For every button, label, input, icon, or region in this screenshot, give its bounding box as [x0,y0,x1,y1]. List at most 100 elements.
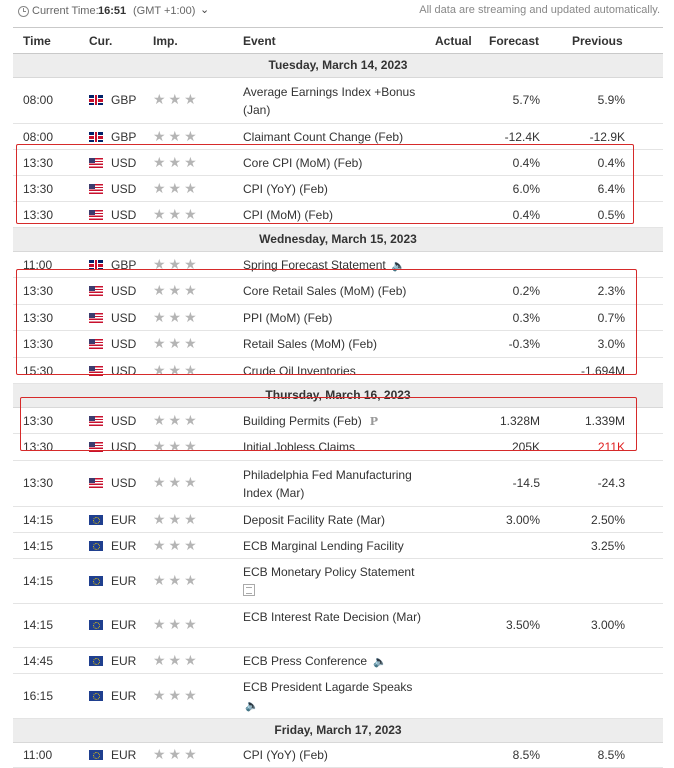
table-row[interactable]: 13:30 USD ★★★ Core CPI (MoM) (Feb) 0.4% … [13,150,663,176]
col-event[interactable]: Event [243,34,276,48]
event-name[interactable]: ECB Interest Rate Decision (Mar) [243,610,422,624]
event-name[interactable]: Building Permits (Feb) [243,414,362,428]
flag-us-icon [89,184,103,194]
table-row[interactable]: 13:30 USD ★★★ CPI (YoY) (Feb) 6.0% 6.4% [13,176,663,202]
event-name[interactable]: CPI (YoY) (Feb) [243,748,328,762]
event-name[interactable]: Core Retail Sales (MoM) (Feb) [243,284,407,298]
flag-us-icon [89,339,103,349]
highlight-box [16,144,634,224]
flag-us-icon [89,478,103,488]
event-name[interactable]: ECB Monetary Policy Statement [243,565,415,579]
event-forecast: 0.4% [512,156,540,170]
table-row[interactable]: 13:30 USD ★★★ PPI (MoM) (Feb) 0.3% 0.7% [13,305,663,331]
event-name[interactable]: Philadelphia Fed Manufacturing Index (Ma… [243,468,412,500]
event-time: 11:00 [23,748,53,762]
col-actual[interactable]: Actual [435,34,472,48]
table-row[interactable]: 14:15 EUR ★★★ ECB Marginal Lending Facil… [13,533,663,559]
event-currency: EUR [111,574,137,588]
flag-us-icon [89,416,103,426]
event-name[interactable]: Deposit Facility Rate (Mar) [243,513,386,527]
col-previous[interactable]: Previous [572,34,623,48]
event-currency: EUR [111,654,137,668]
table-row[interactable]: 16:15 EUR ★★★ ECB President Lagarde Spea… [13,674,663,719]
date-row: Wednesday, March 15, 2023 [13,228,663,252]
table-row[interactable]: 14:15 EUR ★★★ ECB Monetary Policy Statem… [13,559,663,604]
col-importance[interactable]: Imp. [153,34,178,48]
event-forecast: 8.5% [512,748,540,762]
event-currency: EUR [111,513,137,527]
table-row[interactable]: 14:45 EUR ★★★ ECB Press Conference 🔈 [13,648,663,674]
table-row[interactable]: 08:00 GBP ★★★ Average Earnings Index +Bo… [13,78,663,124]
event-forecast: 3.50% [505,618,540,632]
flag-eu-icon [89,750,103,760]
table-row[interactable]: 14:15 EUR ★★★ Deposit Facility Rate (Mar… [13,507,663,533]
bull-star-icon: ★★★ [153,154,200,170]
event-name[interactable]: Retail Sales (MoM) (Feb) [243,337,378,351]
table-row[interactable]: 11:00 EUR ★★★ CPI (YoY) (Feb) 8.5% 8.5% [13,743,663,768]
event-name[interactable]: Claimant Count Change (Feb) [243,130,404,144]
event-name-cell[interactable]: ECB Press Conference 🔈 [243,652,443,671]
table-row[interactable]: 13:30 USD ★★★ Core Retail Sales (MoM) (F… [13,278,663,305]
table-row[interactable]: 08:00 GBP ★★★ Claimant Count Change (Feb… [13,124,663,150]
flag-us-icon [89,313,103,323]
event-previous: 0.4% [597,156,625,170]
event-currency: USD [111,414,137,428]
col-time[interactable]: Time [23,34,51,48]
event-previous: 2.50% [590,513,625,527]
chevron-down-icon[interactable]: ⌄ [200,4,210,16]
event-forecast: 0.4% [512,208,540,222]
table-row[interactable]: 14:15 EUR ★★★ ECB Interest Rate Decision… [13,604,663,648]
flag-eu-icon [89,515,103,525]
table-row[interactable]: 13:30 USD ★★★ Retail Sales (MoM) (Feb) -… [13,331,663,358]
event-name[interactable]: CPI (YoY) (Feb) [243,182,328,196]
event-previous: 3.25% [590,539,625,553]
table-row[interactable]: 13:30 USD ★★★ CPI (MoM) (Feb) 0.4% 0.5% [13,202,663,228]
event-forecast: -14.5 [512,476,540,490]
event-time: 14:15 [23,539,54,553]
flag-us-icon [89,442,103,452]
event-name[interactable]: Spring Forecast Statement [243,258,386,272]
event-name[interactable]: PPI (MoM) (Feb) [243,311,333,325]
col-forecast[interactable]: Forecast [489,34,540,48]
bull-star-icon: ★★★ [153,309,200,325]
flag-eu-icon [89,541,103,551]
event-name-cell[interactable]: ECB Monetary Policy Statement [243,563,428,601]
date-row: Friday, March 17, 2023 [13,719,663,743]
table-row[interactable]: 13:30 USD ★★★ Philadelphia Fed Manufactu… [13,461,663,507]
event-forecast: -12.4K [504,130,540,144]
bull-star-icon: ★★★ [153,91,200,107]
table-row[interactable]: 11:00 GBP ★★★ Spring Forecast Statement 🔈 [13,252,663,278]
event-previous: 3.0% [597,337,625,351]
bull-star-icon: ★★★ [153,687,200,703]
bull-star-icon: ★★★ [153,256,200,272]
event-time: 14:45 [23,654,54,668]
topbar: Current Time: 16:51 (GMT +1:00) ⌄ All da… [0,0,674,26]
event-time: 13:30 [23,156,54,170]
date-row: Thursday, March 16, 2023 [13,384,663,408]
bull-star-icon: ★★★ [153,616,200,632]
bull-star-icon: ★★★ [153,412,200,428]
event-currency: USD [111,311,137,325]
event-time: 13:30 [23,182,54,196]
event-name[interactable]: CPI (MoM) (Feb) [243,208,333,222]
event-currency: GBP [111,93,137,107]
event-currency: GBP [111,130,137,144]
event-name-cell[interactable]: Building Permits (Feb) P [243,412,443,431]
event-time: 14:15 [23,513,54,527]
event-currency: EUR [111,618,137,632]
col-currency[interactable]: Cur. [89,34,113,48]
flag-eu-icon [89,620,103,630]
event-name[interactable]: ECB Press Conference [243,654,368,668]
event-name[interactable]: ECB Marginal Lending Facility [243,539,404,553]
bull-star-icon: ★★★ [153,180,200,196]
event-name-cell[interactable]: ECB President Lagarde Speaks 🔈 [243,678,443,715]
speaker-icon: 🔈 [245,700,259,712]
event-name[interactable]: ECB President Lagarde Speaks [243,680,413,694]
bull-star-icon: ★★★ [153,282,200,298]
timezone-selector[interactable]: (GMT +1:00) [133,5,196,17]
event-name[interactable]: Core CPI (MoM) (Feb) [243,156,363,170]
event-time: 13:30 [23,284,54,298]
table-row[interactable]: 13:30 USD ★★★ Building Permits (Feb) P 1.… [13,408,663,434]
event-name[interactable]: Average Earnings Index +Bonus (Jan) [243,85,416,117]
flag-us-icon [89,158,103,168]
